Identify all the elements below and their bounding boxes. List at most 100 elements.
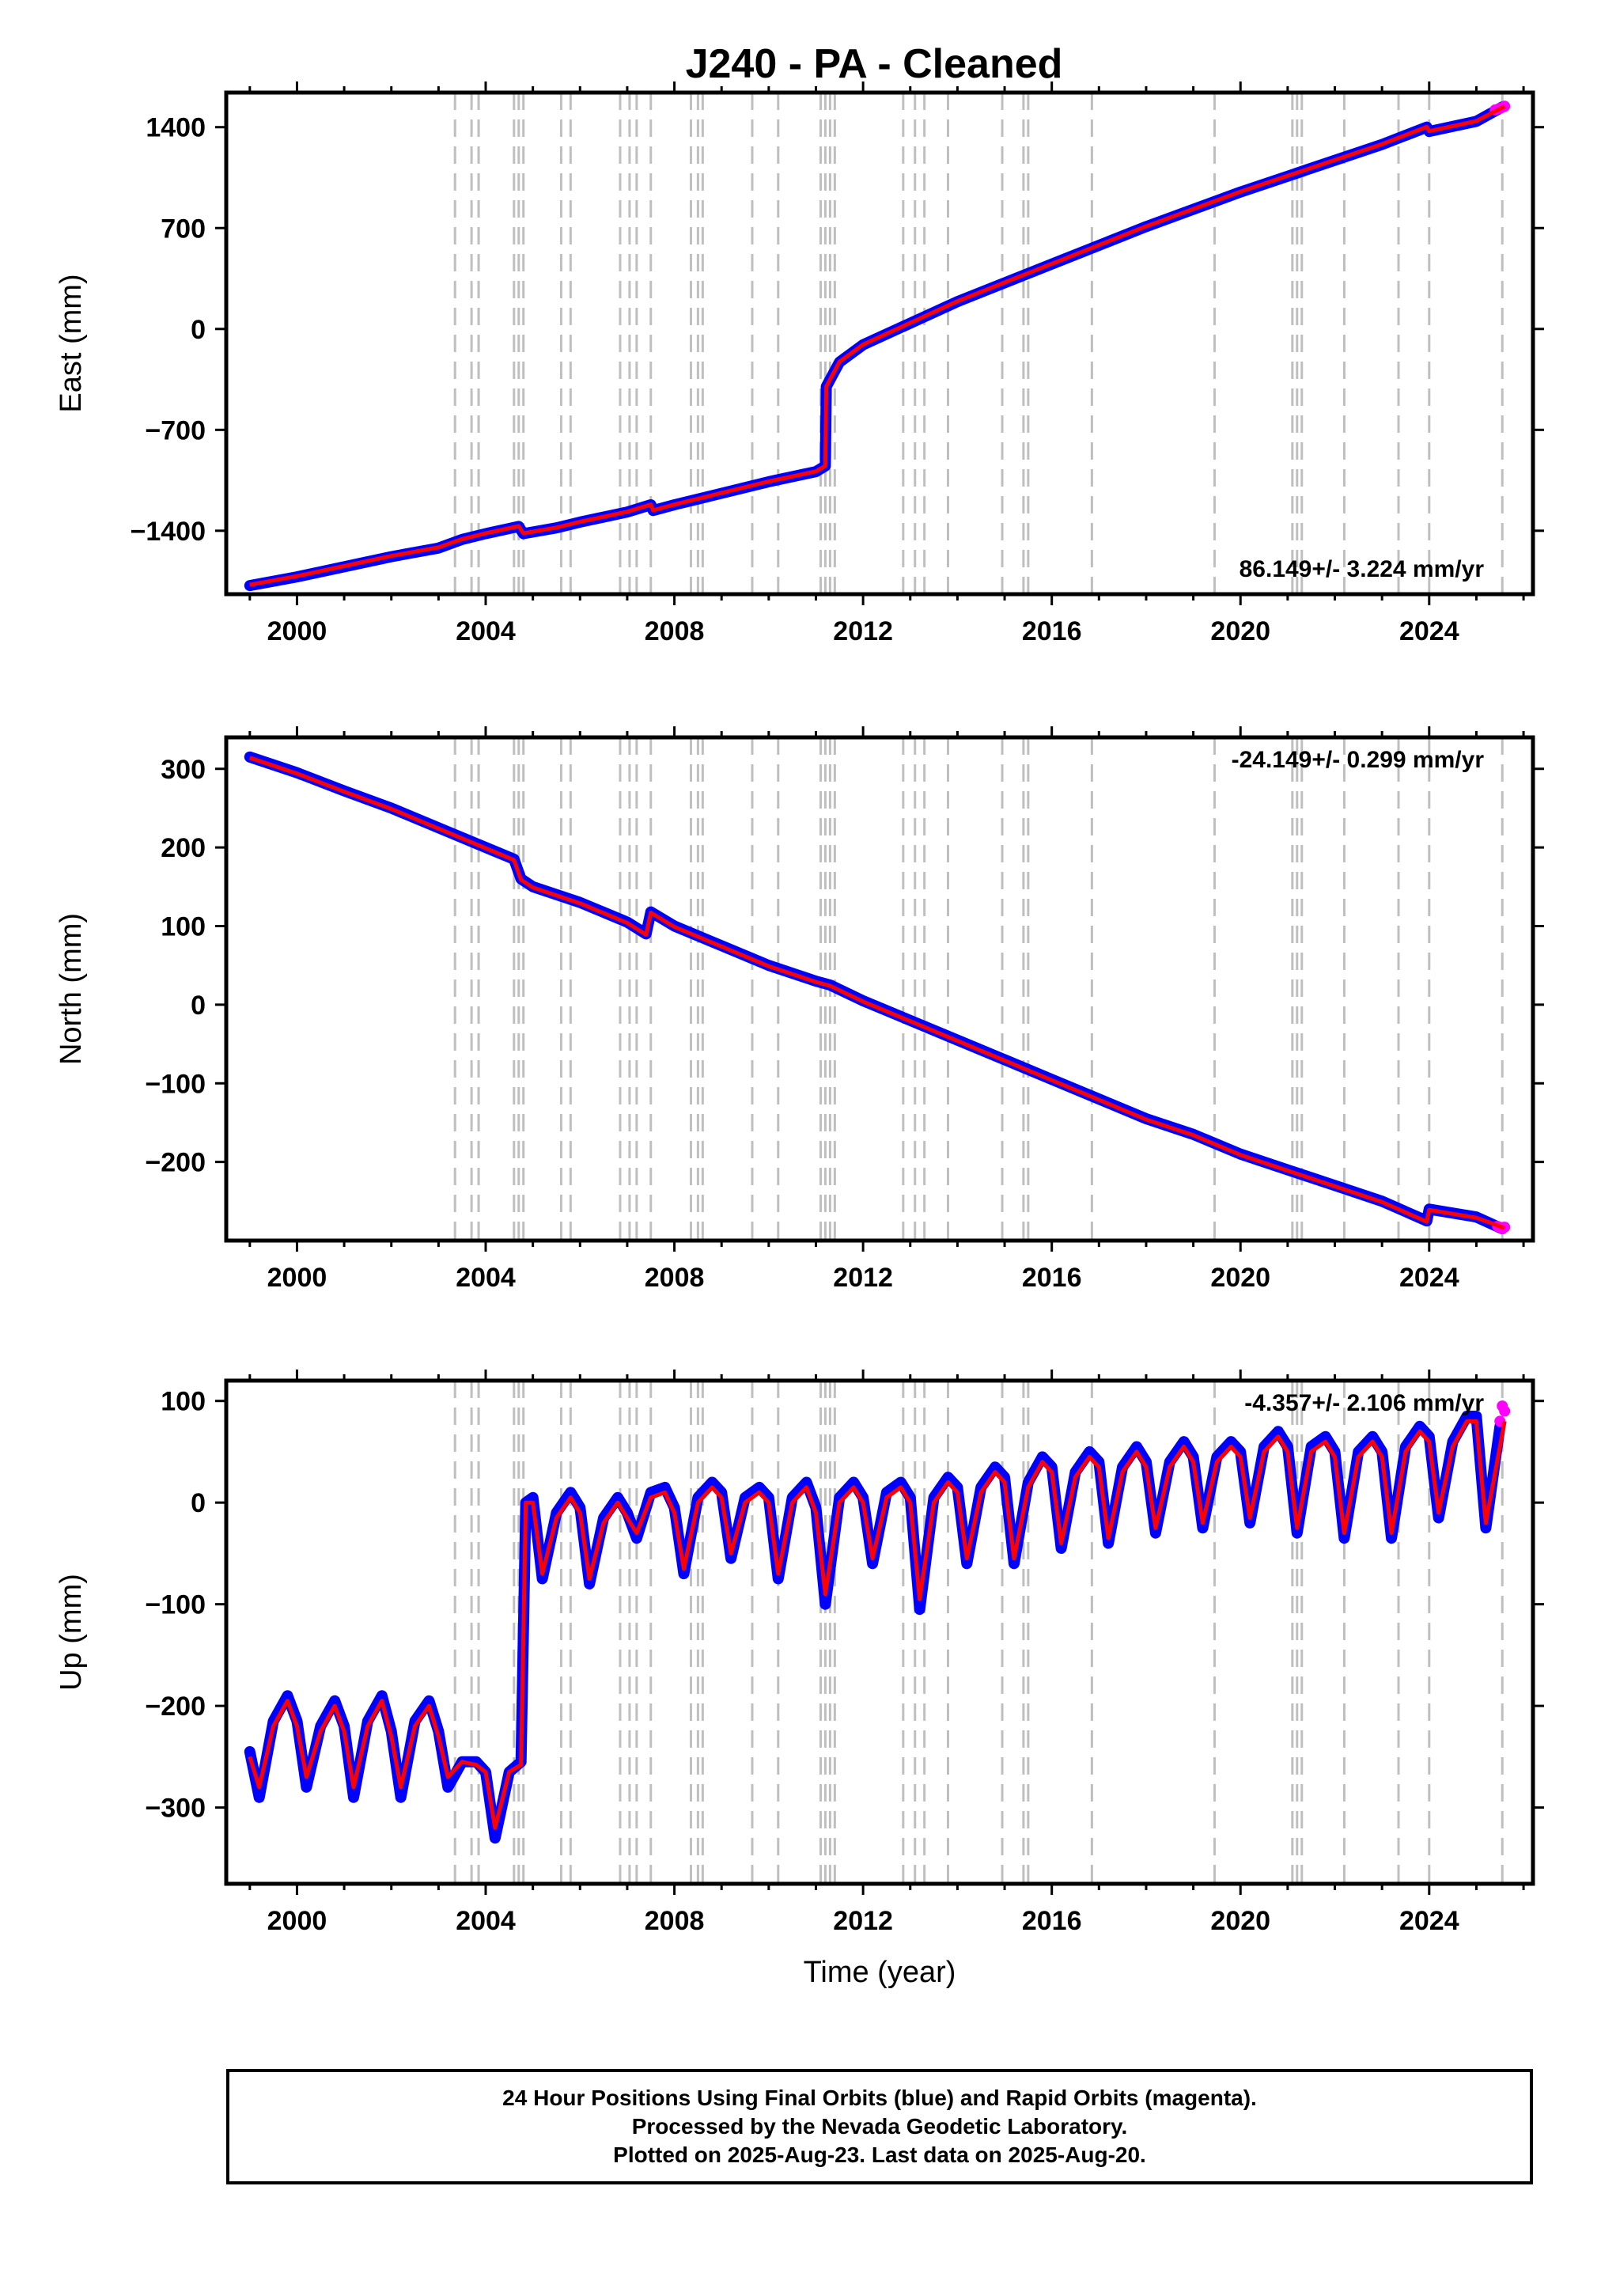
x-axis-label: Time (year) [804,1956,956,1989]
final-orbit-point [943,1472,953,1483]
final-orbit-point [1273,1426,1283,1437]
y-axis-label: East (mm) [55,274,88,412]
x-tick-label: 2000 [267,1906,327,1936]
x-tick-label: 2024 [1399,616,1459,646]
x-tick-label: 2012 [833,1263,893,1293]
final-orbit-point [528,1492,538,1502]
plot-area [244,93,1511,594]
final-orbit-point [801,1477,812,1487]
plot-area [244,737,1511,1241]
final-orbit-point [1103,1538,1114,1548]
final-orbit-point [1368,1431,1378,1442]
y-tick-label: 0 [191,315,206,345]
y-axis-label: North (mm) [55,913,88,1065]
final-orbit-point [868,1559,878,1569]
y-tick-label: −1400 [131,517,206,547]
final-orbit-point [1471,1411,1482,1421]
y-tick-label: 100 [161,1387,206,1417]
rate-label: 86.149+/- 3.224 mm/yr [1240,556,1485,582]
plot-frame [224,1378,1535,1886]
x-tick-label: 2004 [456,616,516,646]
x-tick-label: 2016 [1022,1263,1082,1293]
final-orbit-point [707,1477,717,1487]
final-orbit-point [1132,1442,1142,1452]
final-orbit-point [424,1695,434,1706]
y-tick-label: 1400 [146,113,206,143]
final-orbit-point [613,1492,623,1502]
x-tick-label: 2016 [1022,1906,1082,1936]
model-line [249,756,1506,1230]
y-tick-label: 200 [161,833,206,863]
rapid-orbit-point [1499,1405,1511,1417]
final-orbit-point [820,1599,831,1609]
final-orbit-point [1198,1523,1208,1533]
rate-label: -24.149+/- 0.299 mm/yr [1232,747,1485,773]
final-orbit-point [1320,1431,1330,1442]
x-tick-label: 2020 [1210,1906,1270,1936]
caption-line-1: 24 Hour Positions Using Final Orbits (bl… [502,2086,1257,2110]
final-orbit-point [1462,1411,1472,1421]
final-orbit-point [443,1782,453,1792]
north-panel: 2000 2004 2008 2012 2016 2020 2024 −200 −100 0 100… [55,726,1544,1293]
final-orbit-point [754,1482,764,1492]
final-orbit-point [1433,1513,1444,1523]
y-tick-label: 0 [191,1488,206,1518]
x-tick-label: 2020 [1210,1263,1270,1293]
y-tick-label: 0 [191,991,206,1021]
x-tick-label: 2004 [456,1263,516,1293]
x-tick-label: 2000 [267,616,327,646]
final-orbit-point [566,1487,576,1498]
final-orbit-point [396,1792,406,1802]
x-tick-label: 2008 [645,1906,705,1936]
y-tick-label: −100 [145,1590,206,1620]
caption-box: 24 Hour Positions Using Final Orbits (bl… [226,2069,1533,2184]
east-panel: 2000 2004 2008 2012 2016 2020 2024 −1400 −700 0 70… [55,81,1544,646]
y-tick-label: 300 [161,755,206,785]
final-orbit-point [1387,1533,1397,1544]
x-tick-label: 2020 [1210,616,1270,646]
y-tick-label: 100 [161,912,206,942]
final-orbit-point [1226,1437,1236,1447]
final-orbit-point [1150,1528,1160,1538]
final-orbit-point [244,1746,255,1756]
plot-frame [224,735,1535,1243]
final-orbit-point [660,1482,670,1492]
final-orbit-point [1414,1421,1425,1431]
final-orbit-point [282,1691,293,1701]
final-orbit-point [631,1533,642,1544]
up-panel: 2000 2004 2008 2012 2016 2020 2024 −300 −200 −100… [55,1370,1544,1936]
x-tick-label: 2004 [456,1906,516,1936]
x-tick-label: 2016 [1022,616,1082,646]
final-orbit-point [349,1792,359,1802]
final-orbit-point [1292,1528,1302,1538]
final-orbit-point [895,1477,906,1487]
final-orbit-point [1481,1523,1491,1533]
final-orbit-point [726,1553,736,1563]
x-tick-label: 2012 [833,1906,893,1936]
y-tick-label: 700 [161,214,206,244]
y-tick-label: −700 [145,415,206,445]
final-orbit-point [1245,1517,1255,1528]
rate-label: -4.357+/- 2.106 mm/yr [1244,1390,1484,1416]
y-tick-label: −200 [145,1148,206,1178]
y-tick-label: −100 [145,1069,206,1099]
final-orbit-point [490,1833,500,1843]
final-orbit-point [330,1695,340,1706]
final-orbit-point [1009,1559,1019,1569]
x-tick-label: 2024 [1399,1906,1459,1936]
plot-area [244,1381,1511,1884]
x-tick-label: 2008 [645,616,705,646]
y-tick-label: −300 [145,1794,206,1824]
x-tick-label: 2024 [1399,1263,1459,1293]
final-orbit-point [1056,1544,1066,1553]
final-orbit-point [1179,1437,1189,1447]
x-tick-label: 2008 [645,1263,705,1293]
final-orbits-band [244,1411,1506,1844]
final-orbit-point [585,1578,595,1589]
caption-line-3: Plotted on 2025-Aug-23. Last data on 202… [613,2143,1146,2167]
final-orbit-point [1339,1533,1349,1544]
chart-title: J240 - PA - Cleaned [686,41,1063,87]
model-line [248,1419,1507,1830]
final-orbit-point [849,1477,859,1487]
